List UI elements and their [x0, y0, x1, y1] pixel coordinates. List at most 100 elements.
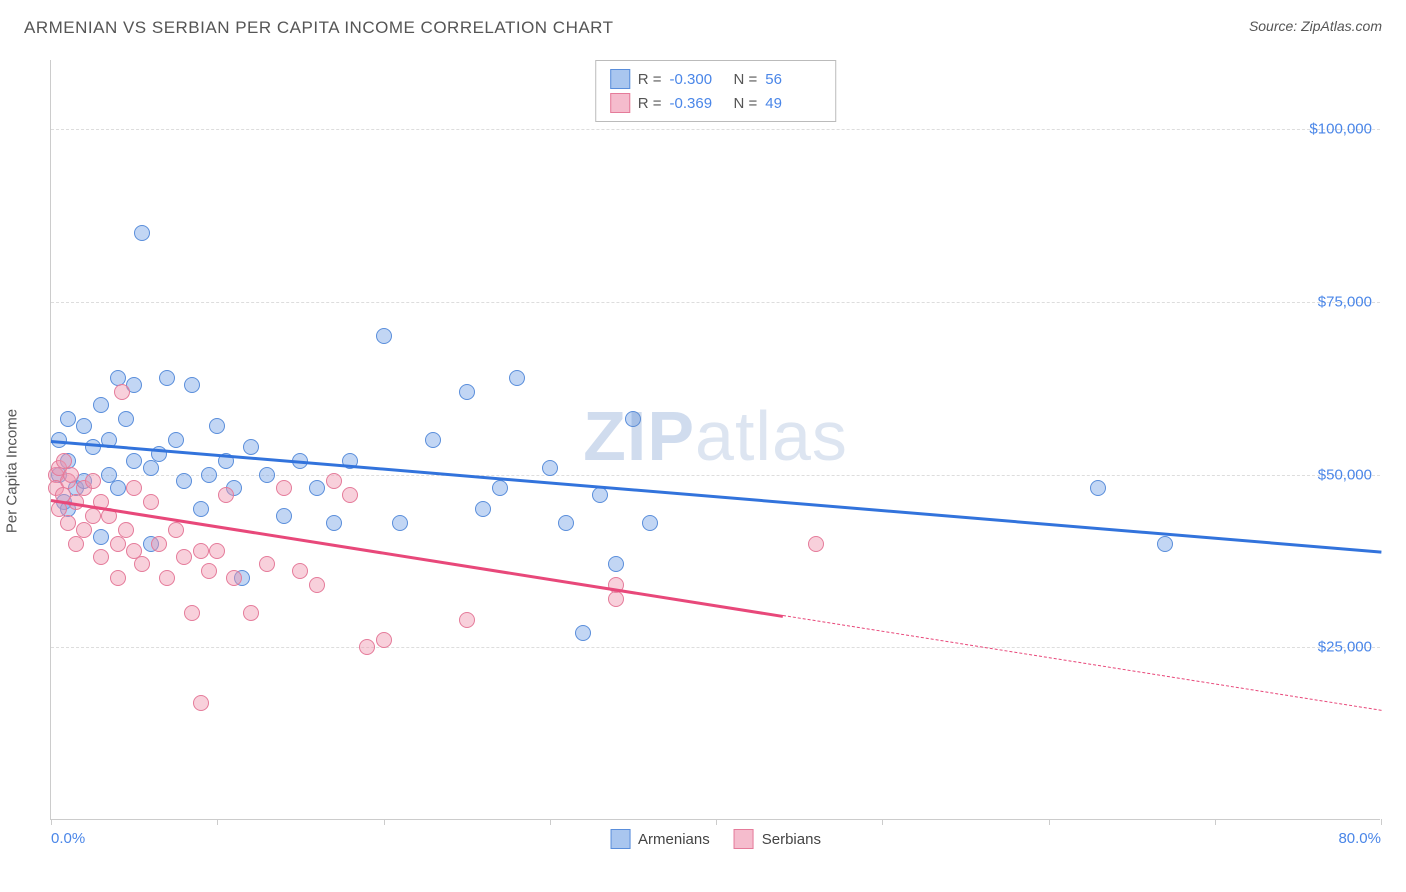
armenians-point	[201, 467, 217, 483]
chart-title: ARMENIAN VS SERBIAN PER CAPITA INCOME CO…	[24, 18, 614, 38]
serbians-point	[342, 487, 358, 503]
serbians-point	[309, 577, 325, 593]
serbians-point	[201, 563, 217, 579]
serbians-point	[93, 549, 109, 565]
n-label: N =	[734, 71, 758, 88]
x-tick-label: 80.0%	[1338, 830, 1381, 847]
serbians-point	[193, 543, 209, 559]
armenians-point	[243, 439, 259, 455]
legend-item-serbians: Serbians	[734, 829, 821, 849]
armenians-point	[608, 556, 624, 572]
serbians-point	[292, 563, 308, 579]
armenians-point	[110, 480, 126, 496]
armenians-point	[168, 432, 184, 448]
serbians-point	[168, 522, 184, 538]
legend-row-armenians: R = -0.300 N = 56	[610, 67, 822, 91]
serbians-point	[359, 639, 375, 655]
armenians-point	[134, 225, 150, 241]
serbians-point	[151, 536, 167, 552]
legend-swatch	[610, 69, 630, 89]
serbians-point	[326, 473, 342, 489]
serbians-point	[376, 632, 392, 648]
armenians-point	[259, 467, 275, 483]
armenians-point	[542, 460, 558, 476]
serbians-point	[226, 570, 242, 586]
x-tick	[882, 819, 883, 825]
armenians-point	[425, 432, 441, 448]
armenians-point	[209, 418, 225, 434]
serbians-point	[118, 522, 134, 538]
serbians-point	[184, 605, 200, 621]
armenians-point	[1090, 480, 1106, 496]
legend-row-serbians: R = -0.369N = 49	[610, 91, 822, 115]
serbians-point	[85, 508, 101, 524]
armenians-point	[642, 515, 658, 531]
n-value: 56	[765, 71, 821, 88]
armenians-point	[143, 460, 159, 476]
r-value: -0.300	[670, 71, 726, 88]
armenians-point	[276, 508, 292, 524]
serbians-point	[276, 480, 292, 496]
x-tick	[1215, 819, 1216, 825]
x-tick	[1381, 819, 1382, 825]
source-label: Source: ZipAtlas.com	[1249, 18, 1382, 34]
x-tick	[1049, 819, 1050, 825]
x-tick	[51, 819, 52, 825]
chart-container: Per Capita Income ZIPatlas R = -0.300N =…	[0, 50, 1406, 892]
r-value: -0.369	[670, 95, 726, 112]
armenians-point	[60, 411, 76, 427]
series-legend: ArmeniansSerbians	[610, 829, 821, 849]
armenians-point	[392, 515, 408, 531]
armenians-point	[159, 370, 175, 386]
serbians-point	[193, 695, 209, 711]
armenians-point	[93, 529, 109, 545]
x-tick	[550, 819, 551, 825]
correlation-legend: R = -0.300 N = 56 R = -0.369N = 49	[595, 60, 837, 122]
armenians-point	[309, 480, 325, 496]
armenians-point	[592, 487, 608, 503]
armenians-point	[118, 411, 134, 427]
serbians-point	[459, 612, 475, 628]
serbians-point	[114, 384, 130, 400]
serbians-point	[126, 480, 142, 496]
trend-line-dashed	[782, 615, 1381, 711]
armenians-point	[93, 397, 109, 413]
legend-swatch	[610, 829, 630, 849]
armenians-point	[492, 480, 508, 496]
x-tick	[384, 819, 385, 825]
gridline	[51, 647, 1380, 648]
armenians-point	[625, 411, 641, 427]
armenians-point	[184, 377, 200, 393]
r-label: R =	[638, 95, 662, 112]
trend-line	[51, 440, 1381, 553]
watermark-prefix: ZIP	[583, 397, 695, 475]
legend-label: Serbians	[762, 831, 821, 848]
plot-area: ZIPatlas R = -0.300N = 56R = -0.369N = 4…	[50, 60, 1380, 820]
armenians-point	[376, 328, 392, 344]
n-value: 49	[765, 95, 821, 112]
gridline	[51, 302, 1380, 303]
armenians-point	[76, 418, 92, 434]
armenians-point	[509, 370, 525, 386]
x-tick	[716, 819, 717, 825]
legend-swatch	[610, 93, 630, 113]
trend-line	[51, 499, 783, 617]
armenians-point	[126, 453, 142, 469]
serbians-point	[110, 536, 126, 552]
legend-swatch	[734, 829, 754, 849]
serbians-point	[218, 487, 234, 503]
armenians-point	[85, 439, 101, 455]
serbians-point	[76, 522, 92, 538]
serbians-point	[176, 549, 192, 565]
gridline	[51, 129, 1380, 130]
serbians-point	[209, 543, 225, 559]
gridline	[51, 475, 1380, 476]
y-tick-label: $50,000	[1318, 466, 1372, 483]
serbians-point	[143, 494, 159, 510]
r-label: R =	[638, 71, 662, 88]
armenians-point	[475, 501, 491, 517]
y-tick-label: $75,000	[1318, 293, 1372, 310]
serbians-point	[63, 467, 79, 483]
serbians-point	[134, 556, 150, 572]
armenians-point	[459, 384, 475, 400]
